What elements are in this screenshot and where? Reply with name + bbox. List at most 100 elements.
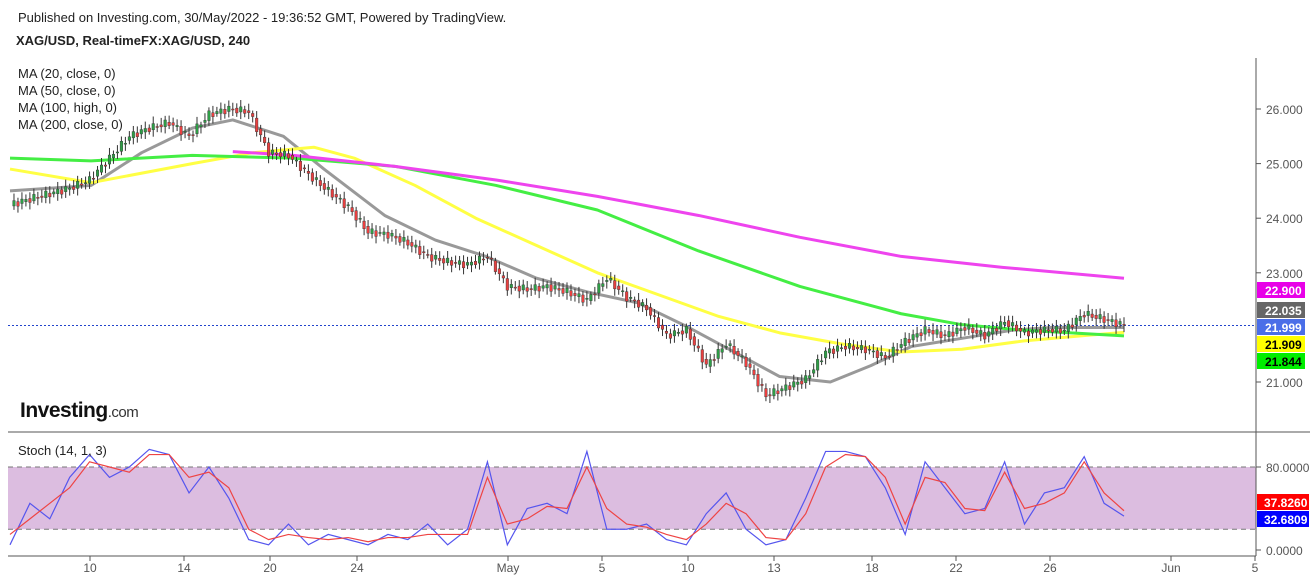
candle-body	[931, 330, 935, 335]
candle-body	[816, 359, 820, 371]
candle-body	[430, 254, 434, 262]
candle-body	[907, 338, 911, 343]
candle-body	[641, 302, 645, 306]
candle-body	[513, 286, 517, 289]
legend-ma20: MA (20, close, 0)	[18, 66, 116, 81]
logo-suffix: .com	[107, 404, 139, 421]
candle-body	[96, 169, 100, 177]
candle-body	[517, 285, 521, 292]
candle-body	[788, 385, 792, 390]
candle-body	[183, 130, 187, 133]
candle-body	[979, 330, 983, 335]
candle-body	[127, 136, 131, 141]
candle-body	[1110, 319, 1114, 322]
candle-body	[680, 330, 684, 335]
candle-body	[740, 355, 744, 358]
candle-body	[88, 176, 92, 184]
candle-body	[537, 286, 541, 292]
candle-body	[955, 327, 959, 334]
x-tick-label: 14	[177, 561, 191, 575]
candle-body	[211, 112, 215, 117]
candle-body	[115, 151, 119, 154]
candle-body	[625, 291, 629, 302]
candle-body	[832, 348, 836, 354]
candle-body	[28, 198, 32, 203]
candle-body	[589, 294, 593, 301]
candle-body	[438, 257, 442, 261]
candle-body	[235, 107, 239, 114]
candle-body	[776, 390, 780, 395]
candle-body	[1098, 314, 1102, 320]
candle-body	[1034, 329, 1038, 333]
candle-body	[899, 344, 903, 348]
x-tick-label: 5	[1252, 561, 1259, 575]
candle-body	[294, 159, 298, 162]
candle-body	[657, 317, 661, 329]
candle-body	[1070, 324, 1074, 328]
candle-body	[1062, 329, 1066, 332]
y-tick-label: 26.000	[1266, 103, 1303, 117]
candle-body	[541, 285, 545, 289]
y-tick-label: 21.000	[1266, 376, 1303, 390]
candle-body	[748, 363, 752, 368]
candle-body	[1011, 322, 1015, 327]
candle-body	[975, 329, 979, 334]
candle-body	[366, 226, 370, 234]
candle-body	[247, 110, 251, 113]
candle-body	[605, 280, 609, 282]
candle-body	[768, 394, 772, 397]
candle-body	[12, 200, 16, 207]
candle-body	[967, 325, 971, 330]
price-label-text: 22.900	[1265, 284, 1302, 298]
price-label-bg	[1257, 319, 1305, 335]
candle-body	[609, 278, 613, 281]
candle-body	[56, 188, 60, 194]
x-tick-label: 18	[865, 561, 879, 575]
candle-body	[470, 261, 474, 266]
x-tick-label: 22	[949, 561, 963, 575]
candle-body	[390, 233, 394, 237]
candle-body	[497, 268, 501, 275]
x-tick-label: May	[497, 561, 520, 575]
candle-body	[44, 190, 48, 198]
candle-body	[322, 183, 326, 190]
candle-body	[501, 275, 505, 279]
price-label-bg	[1257, 302, 1305, 318]
candle-body	[700, 349, 704, 363]
candle-body	[434, 255, 438, 260]
candle-body	[493, 260, 497, 272]
candle-body	[1090, 313, 1094, 318]
candle-body	[251, 113, 255, 117]
candle-body	[824, 350, 828, 359]
candle-body	[521, 284, 525, 291]
candle-body	[103, 164, 107, 167]
candle-body	[847, 343, 851, 349]
candle-body	[1007, 320, 1011, 327]
candle-body	[1074, 317, 1078, 325]
candle-body	[179, 126, 183, 135]
candle-body	[215, 111, 219, 114]
candle-body	[887, 356, 891, 358]
x-tick-label: 20	[263, 561, 277, 575]
candle-body	[477, 255, 481, 264]
candle-body	[732, 346, 736, 355]
candle-body	[195, 123, 199, 134]
candle-body	[633, 299, 637, 302]
candle-body	[696, 345, 700, 349]
candle-body	[629, 297, 633, 299]
candle-body	[223, 109, 227, 115]
stoch-line-0	[9, 448, 1125, 547]
candle-body	[577, 293, 581, 297]
candle-body	[840, 347, 844, 349]
candle-body	[24, 199, 28, 202]
candle-body	[573, 293, 577, 296]
candle-body	[1030, 329, 1034, 334]
candle-body	[1066, 323, 1070, 332]
candle-body	[100, 164, 104, 173]
stoch-label-bg	[1257, 494, 1309, 510]
candle-body	[676, 332, 680, 334]
candle-body	[692, 336, 696, 346]
price-label-text: 22.035	[1265, 304, 1302, 318]
stoch-y-tick-label: 80.0000	[1266, 461, 1310, 475]
